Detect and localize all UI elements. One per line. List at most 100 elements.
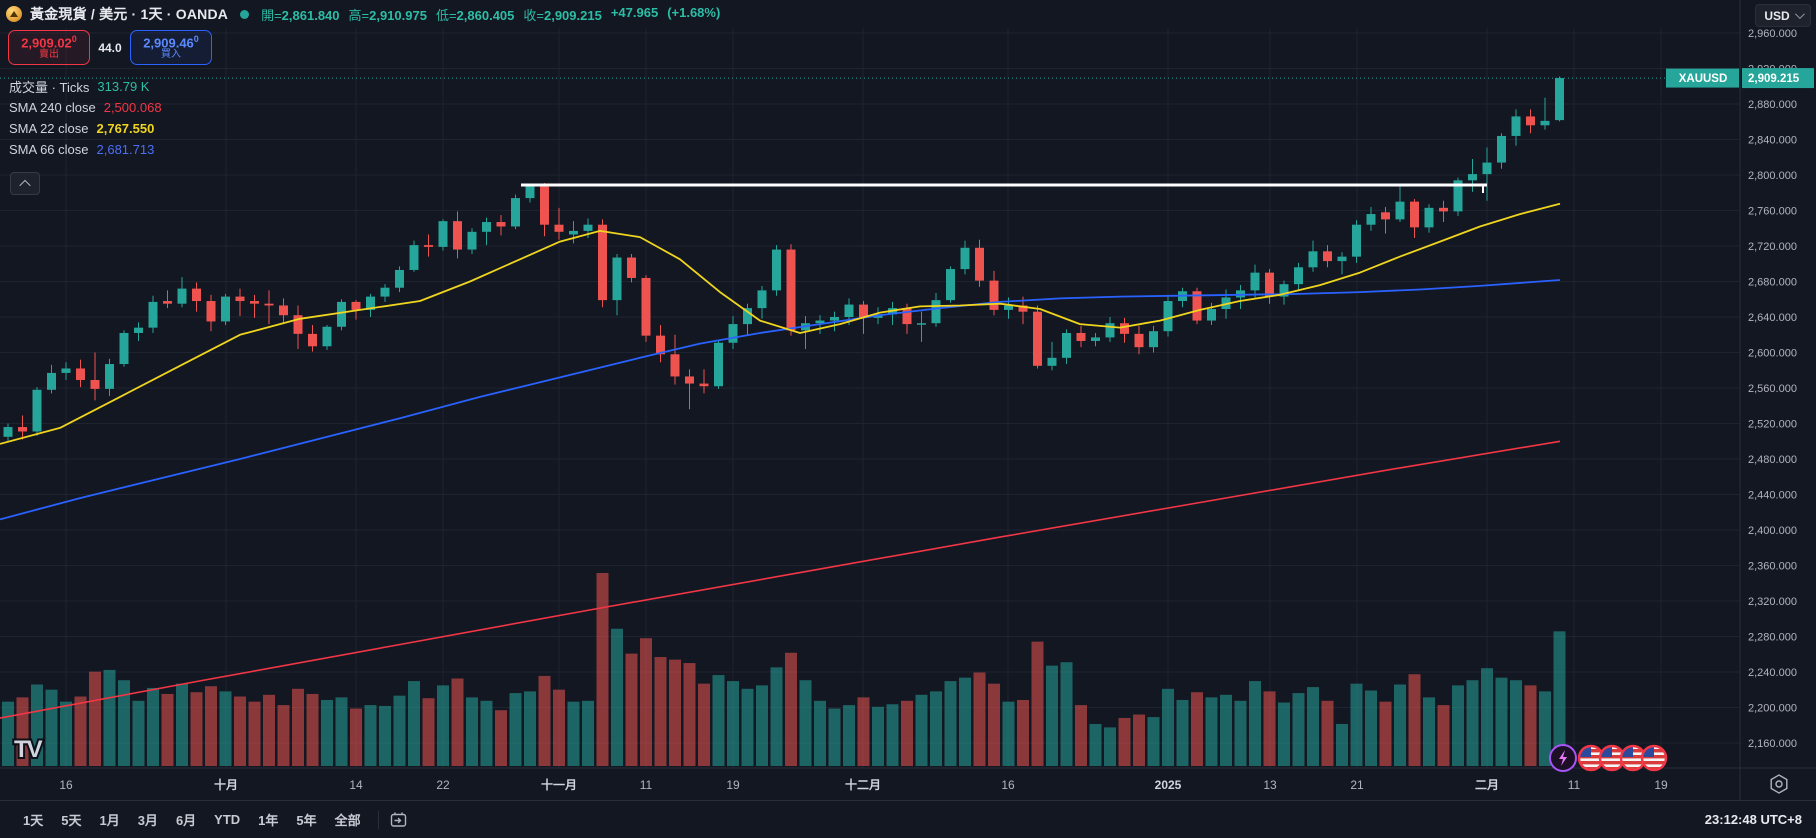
indicator-legend: 成交量 · Ticks 313.79 K SMA 240 close 2,500.0… [9, 76, 162, 160]
volume-bar [799, 680, 812, 766]
volume-bar [1466, 680, 1479, 766]
volume-bar [277, 705, 290, 766]
range-button-1天[interactable]: 1天 [14, 806, 52, 833]
range-button-1年[interactable]: 1年 [249, 806, 287, 833]
change-value: +47.965 [610, 4, 659, 20]
volume-bar [1002, 701, 1015, 766]
sma-line-sma-66[interactable] [0, 279, 1561, 521]
volume-bar [1292, 693, 1305, 766]
range-button-1月[interactable]: 1月 [90, 806, 128, 833]
volume-bar [814, 700, 826, 766]
candle-body [569, 230, 578, 235]
volume-bar [1452, 685, 1464, 766]
time-tick-label: 22 [436, 778, 450, 792]
horizontal-line-drawing[interactable] [521, 183, 1487, 193]
lightning-bolt-icon [1559, 750, 1567, 766]
volume-bar [640, 638, 652, 766]
candle-body [1265, 272, 1274, 297]
time-tick-label: 19 [726, 778, 740, 792]
candle-body [1439, 207, 1448, 212]
candle-body [380, 287, 390, 297]
volume-bar [495, 710, 507, 766]
volume-bar [1249, 681, 1261, 766]
volume-bar [857, 697, 870, 766]
volume-bar [582, 700, 594, 766]
us-flag-icon[interactable] [1640, 744, 1668, 772]
volume-bar [60, 701, 72, 766]
event-markers[interactable] [1549, 744, 1668, 772]
candle-body [641, 277, 651, 336]
range-button-6月[interactable]: 6月 [167, 806, 205, 833]
volume-bar [509, 693, 522, 766]
timezone-clock[interactable]: 23:12:48 UTC+8 [1704, 812, 1802, 827]
volume-bar [1307, 687, 1319, 766]
volume-bar [1263, 691, 1276, 766]
volume-bar [263, 694, 275, 766]
chart-canvas[interactable]: 2,960.0002,920.0002,880.0002,840.0002,80… [0, 0, 1816, 800]
currency-label: USD [1764, 8, 1790, 23]
volume-bar [480, 700, 493, 766]
symbol-tag-label: XAUUSD [1679, 73, 1728, 85]
volume-bar [350, 708, 362, 766]
candle-body [859, 304, 868, 318]
legend-sma22[interactable]: SMA 22 close 2,767.550 [9, 121, 155, 136]
candle-body [250, 301, 259, 304]
volume-bar [31, 684, 43, 766]
collapse-indicators-button[interactable] [10, 172, 40, 195]
candle-body [1163, 301, 1173, 332]
sma-line-sma-22[interactable] [0, 202, 1561, 445]
candle-body [235, 296, 245, 302]
price-axis[interactable]: 2,960.0002,920.0002,880.0002,840.0002,80… [1748, 28, 1797, 750]
market-status-icon[interactable] [240, 9, 250, 19]
range-button-5天[interactable]: 5天 [52, 806, 90, 833]
symbol-tag-bg [1666, 68, 1739, 88]
volume-bar [161, 693, 174, 766]
volume-pane [2, 573, 1566, 766]
candle-body [1453, 180, 1463, 212]
volume-bar [422, 698, 435, 766]
candle-body [511, 198, 520, 227]
time-tick-label: 11 [640, 778, 653, 792]
volume-bar [176, 683, 188, 766]
axis-settings-gear-icon[interactable] [1770, 774, 1788, 794]
candle-body [119, 332, 129, 365]
time-axis[interactable]: 16 十月 14 22 十一月 11 19 十二月 16 2025 13 21 二月 11 19 [59, 777, 1668, 792]
volume-bar [1017, 699, 1029, 766]
range-button-5年[interactable]: 5年 [287, 806, 325, 833]
price-tick-label: 2,600.000 [1748, 348, 1797, 360]
range-button-YTD[interactable]: YTD [205, 808, 249, 831]
legend-sma66[interactable]: SMA 66 close 2,681.713 [9, 142, 155, 157]
volume-bar [1394, 684, 1406, 766]
candle-body [685, 376, 694, 384]
volume-bar [1176, 699, 1189, 766]
price-tick-label: 2,240.000 [1748, 667, 1797, 679]
volume-bar [1162, 688, 1174, 766]
range-button-全部[interactable]: 全部 [326, 806, 370, 833]
volume-bar [437, 685, 449, 766]
candle-body [960, 247, 970, 270]
currency-selector[interactable]: USD [1755, 4, 1811, 27]
go-to-date-button[interactable] [387, 808, 410, 831]
symbol-title[interactable]: 黃金現貨 / 美元 · 1天 · OANDA [30, 6, 229, 22]
low-value: 2,860.405 [456, 7, 515, 23]
candle-body [47, 372, 56, 390]
candle-body [1511, 116, 1521, 136]
candle-body [264, 303, 274, 306]
candle-body [32, 389, 42, 432]
volume-bar [683, 663, 696, 766]
volume-bar [524, 691, 536, 766]
candle-body [206, 301, 216, 322]
legend-sma240[interactable]: SMA 240 close 2,500.068 [9, 100, 162, 115]
sell-button[interactable]: 2,909.020 賣出 [8, 30, 90, 65]
buy-button[interactable]: 2,909.460 買入 [130, 30, 212, 65]
time-tick-label: 21 [1350, 778, 1364, 792]
last-price-tag-bg [1742, 68, 1814, 89]
volume-bar [379, 705, 391, 766]
tradingview-logo[interactable]: TV [12, 734, 47, 765]
range-button-3月[interactable]: 3月 [129, 806, 167, 833]
legend-volume[interactable]: 成交量 · Ticks 313.79 K [9, 79, 150, 95]
candle-body [366, 296, 375, 310]
candle-body [1047, 357, 1057, 366]
sma-line-sma-240[interactable] [0, 440, 1561, 719]
